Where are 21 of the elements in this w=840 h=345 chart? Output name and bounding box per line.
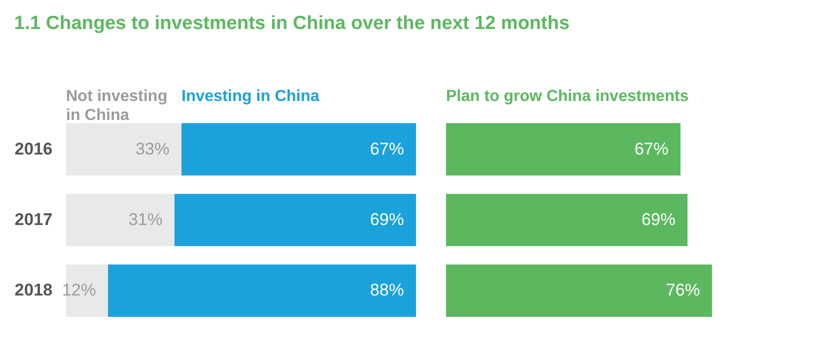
data-label: 88% [370,280,404,300]
data-label: 31% [128,210,162,229]
y-tick-label: 2018 [14,280,52,300]
data-label: 69% [370,210,404,229]
data-label: 12% [62,280,96,300]
data-label: 67% [634,139,668,158]
data-label: 76% [666,280,700,300]
data-label: 67% [370,139,404,158]
y-tick-label: 2017 [14,210,52,229]
bar [182,123,416,176]
series-label: Plan to grow China investments [446,88,689,105]
y-tick-label: 2016 [14,139,52,158]
bar [108,264,416,317]
bar [174,194,416,246]
bar [66,194,174,246]
series-label: Investing in China [182,88,320,105]
chart-title: 1.1 Changes to investments in China over the next 12 months [14,13,570,34]
bar [66,123,182,176]
data-label: 69% [641,210,676,229]
data-label: 33% [135,139,170,158]
series-label: Not investing in China [66,88,168,124]
